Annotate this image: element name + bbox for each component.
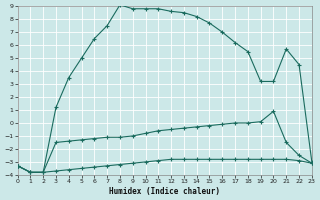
X-axis label: Humidex (Indice chaleur): Humidex (Indice chaleur) <box>109 187 220 196</box>
